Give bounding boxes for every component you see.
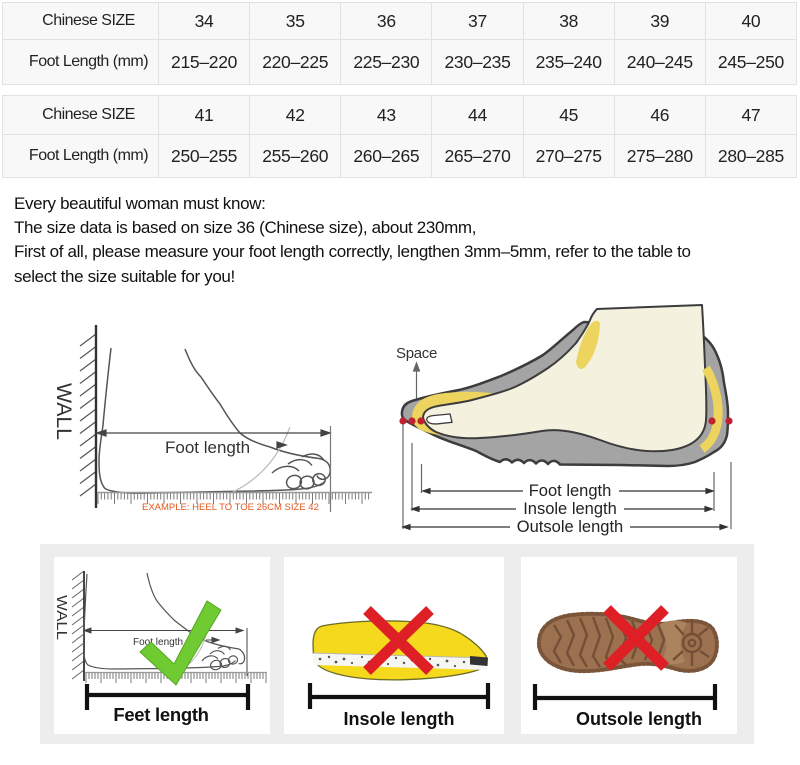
svg-text:Foot length: Foot length xyxy=(529,482,612,500)
svg-text:Space: Space xyxy=(396,345,437,362)
svg-text:Foot length: Foot length xyxy=(133,637,183,648)
svg-text:EXAMPLE: HEEL TO TOE 26CM SIZE: EXAMPLE: HEEL TO TOE 26CM SIZE 42 xyxy=(142,502,319,513)
svg-text:WALL: WALL xyxy=(52,383,75,440)
svg-text:Outsole length: Outsole length xyxy=(576,709,702,729)
svg-text:Foot length: Foot length xyxy=(165,438,250,457)
svg-text:Feet length: Feet length xyxy=(113,704,208,725)
svg-text:Insole length: Insole length xyxy=(523,500,617,518)
svg-text:Insole length: Insole length xyxy=(343,709,454,729)
svg-text:WALL: WALL xyxy=(54,595,70,640)
svg-text:Outsole length: Outsole length xyxy=(517,518,623,536)
